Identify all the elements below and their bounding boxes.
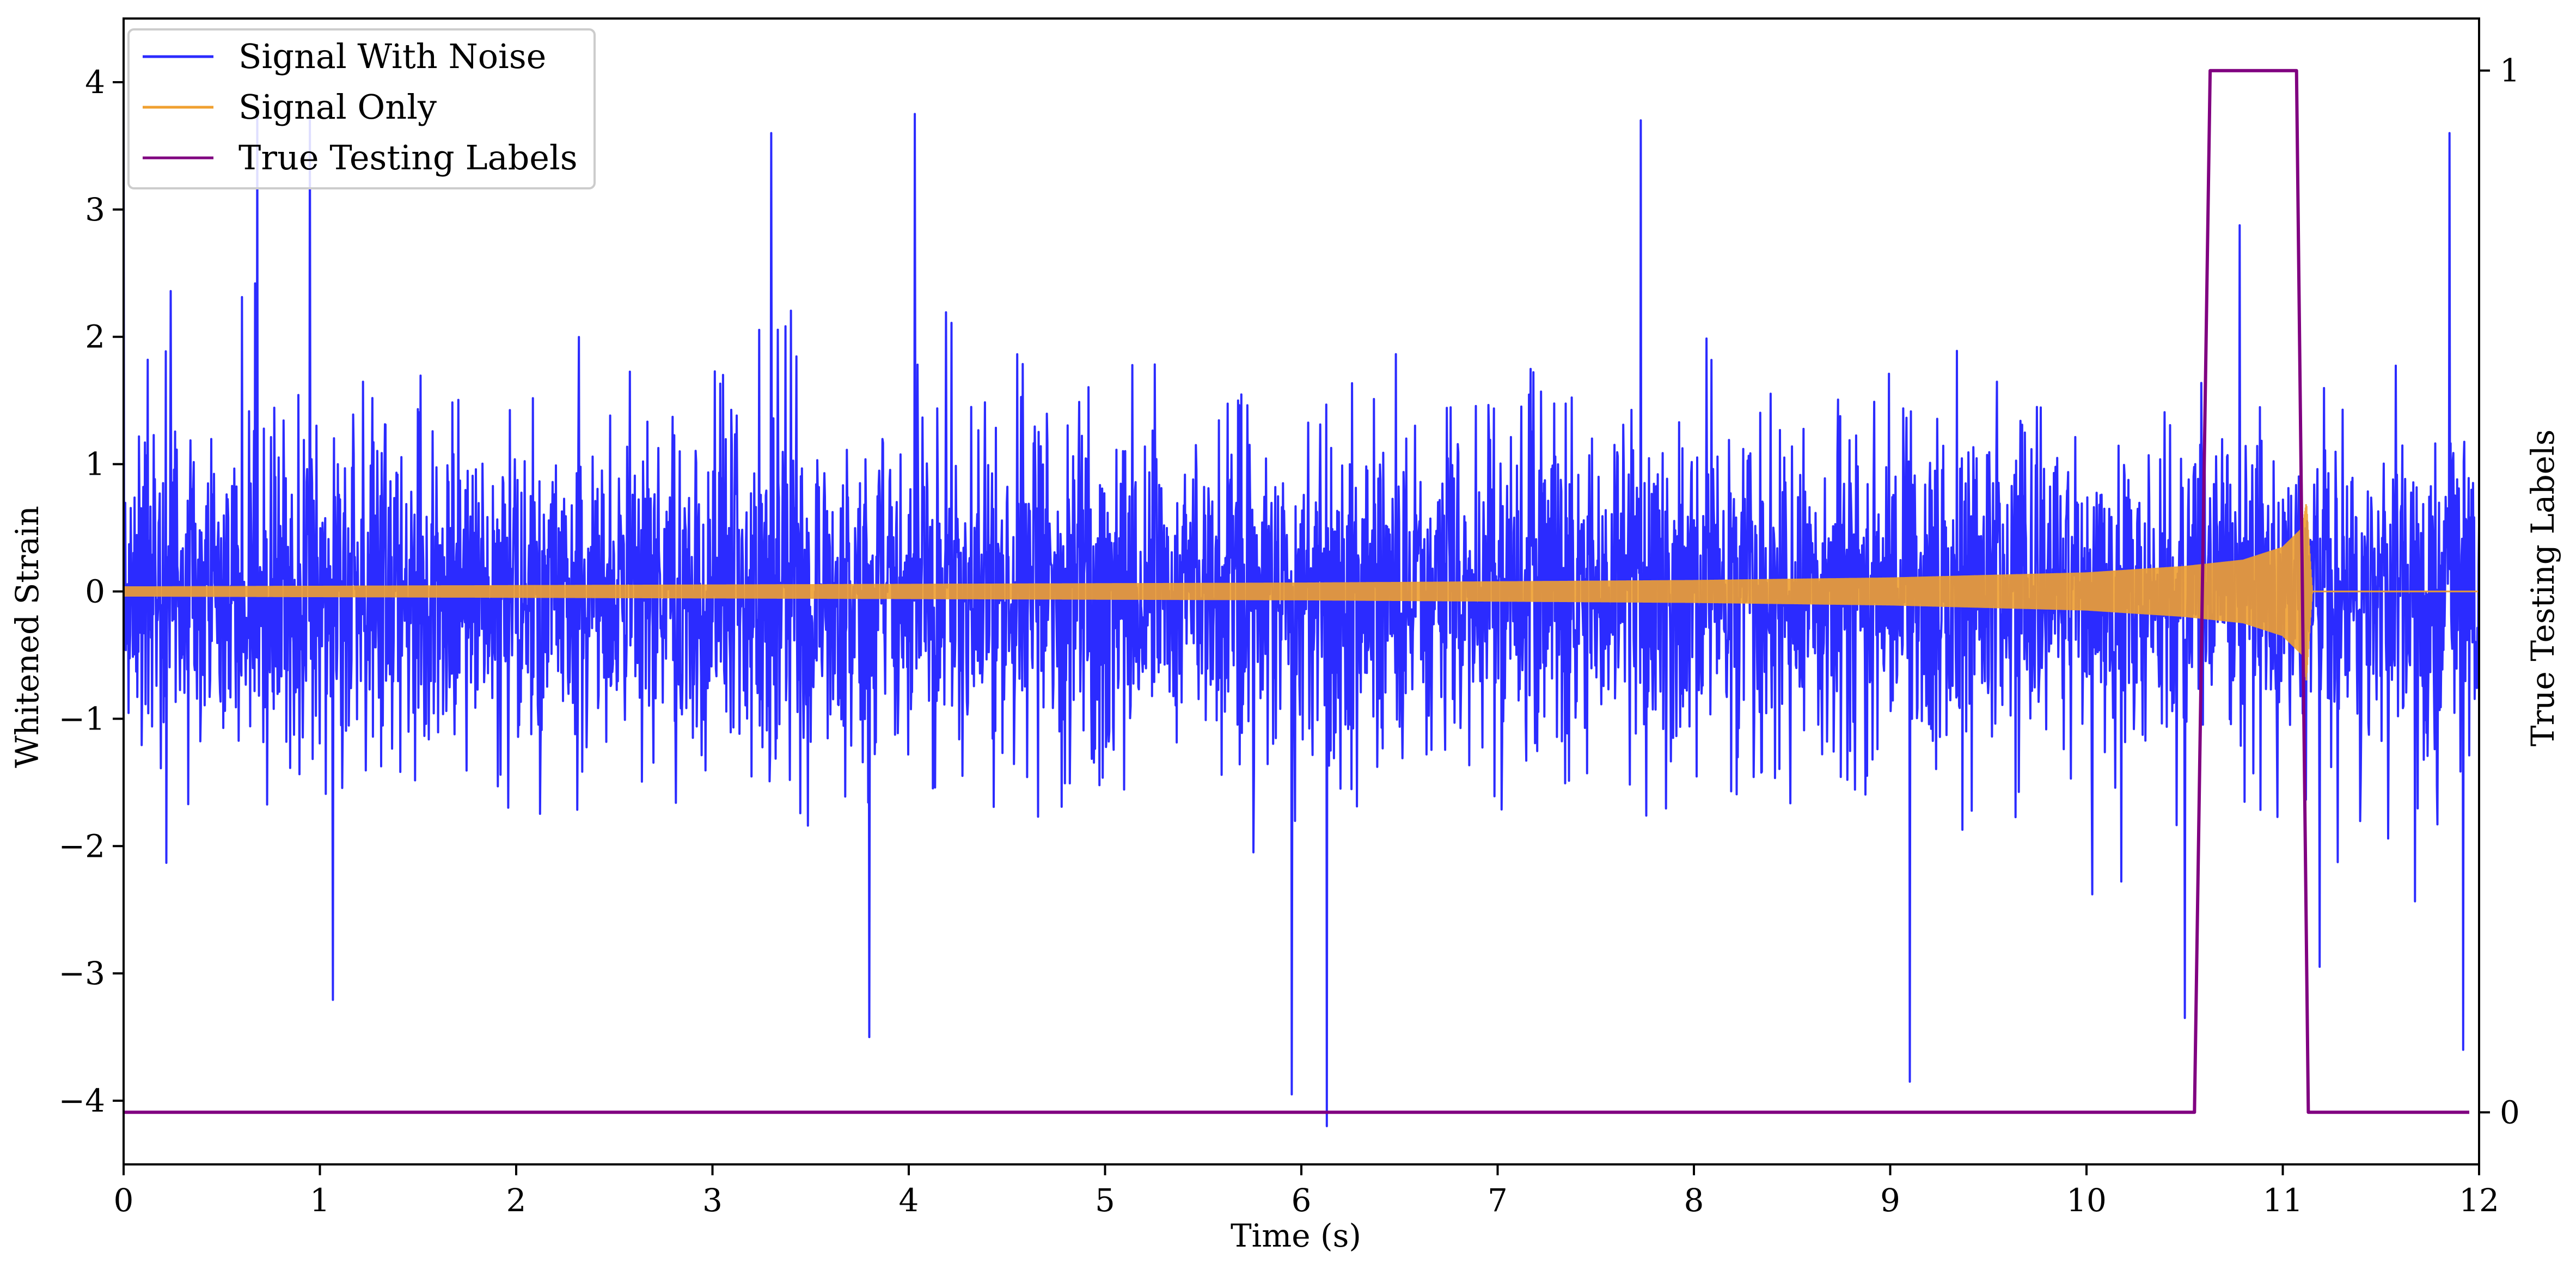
- x-tick-label: 3: [702, 1182, 723, 1219]
- y-tick-label: −3: [59, 955, 106, 992]
- x-tick-label: 8: [1684, 1182, 1704, 1219]
- x-tick-label: 10: [2066, 1182, 2107, 1219]
- y2-tick-label: 1: [2500, 52, 2520, 89]
- x-tick-label: 12: [2459, 1182, 2499, 1219]
- legend-box: [127, 28, 596, 189]
- y-tick-label: 3: [85, 191, 105, 228]
- series-line-signal-with-noise: [124, 82, 2479, 1127]
- y-tick-label: −1: [59, 700, 106, 737]
- x-tick-label: 2: [506, 1182, 527, 1219]
- x-tick-label: 1: [310, 1182, 330, 1219]
- plot-area: [124, 69, 2479, 1127]
- series-line-true-testing-labels: [124, 69, 2469, 1114]
- y-axis-label: Whitened Strain: [9, 506, 46, 768]
- x-tick-label: 0: [114, 1182, 134, 1219]
- legend-label-true-testing-labels: True Testing Labels: [238, 138, 578, 177]
- y2-tick-label: 0: [2500, 1094, 2520, 1131]
- x-tick-label: 4: [899, 1182, 919, 1219]
- y-tick-label: 0: [85, 573, 105, 610]
- x-axis-label: Time (s): [1231, 1217, 1361, 1254]
- x-tick-label: 6: [1292, 1182, 1312, 1219]
- y-tick-label: −2: [59, 827, 106, 864]
- y-tick-label: 4: [85, 64, 105, 101]
- y-tick-label: 1: [85, 446, 105, 483]
- x-tick-label: 5: [1095, 1182, 1115, 1219]
- legend: Signal With Noise Signal Only True Testi…: [127, 28, 596, 189]
- x-tick-label: 11: [2263, 1182, 2303, 1219]
- legend-label-signal-only: Signal Only: [238, 87, 437, 127]
- x-tick-label: 7: [1488, 1182, 1508, 1219]
- x-tick-label: 9: [1880, 1182, 1900, 1219]
- y2-axis-label: True Testing Labels: [2524, 430, 2561, 746]
- series-line-signal-only: [124, 504, 2479, 681]
- legend-label-signal-with-noise: Signal With Noise: [238, 36, 546, 76]
- y-tick-label: −4: [59, 1082, 106, 1119]
- y-tick-label: 2: [85, 318, 105, 355]
